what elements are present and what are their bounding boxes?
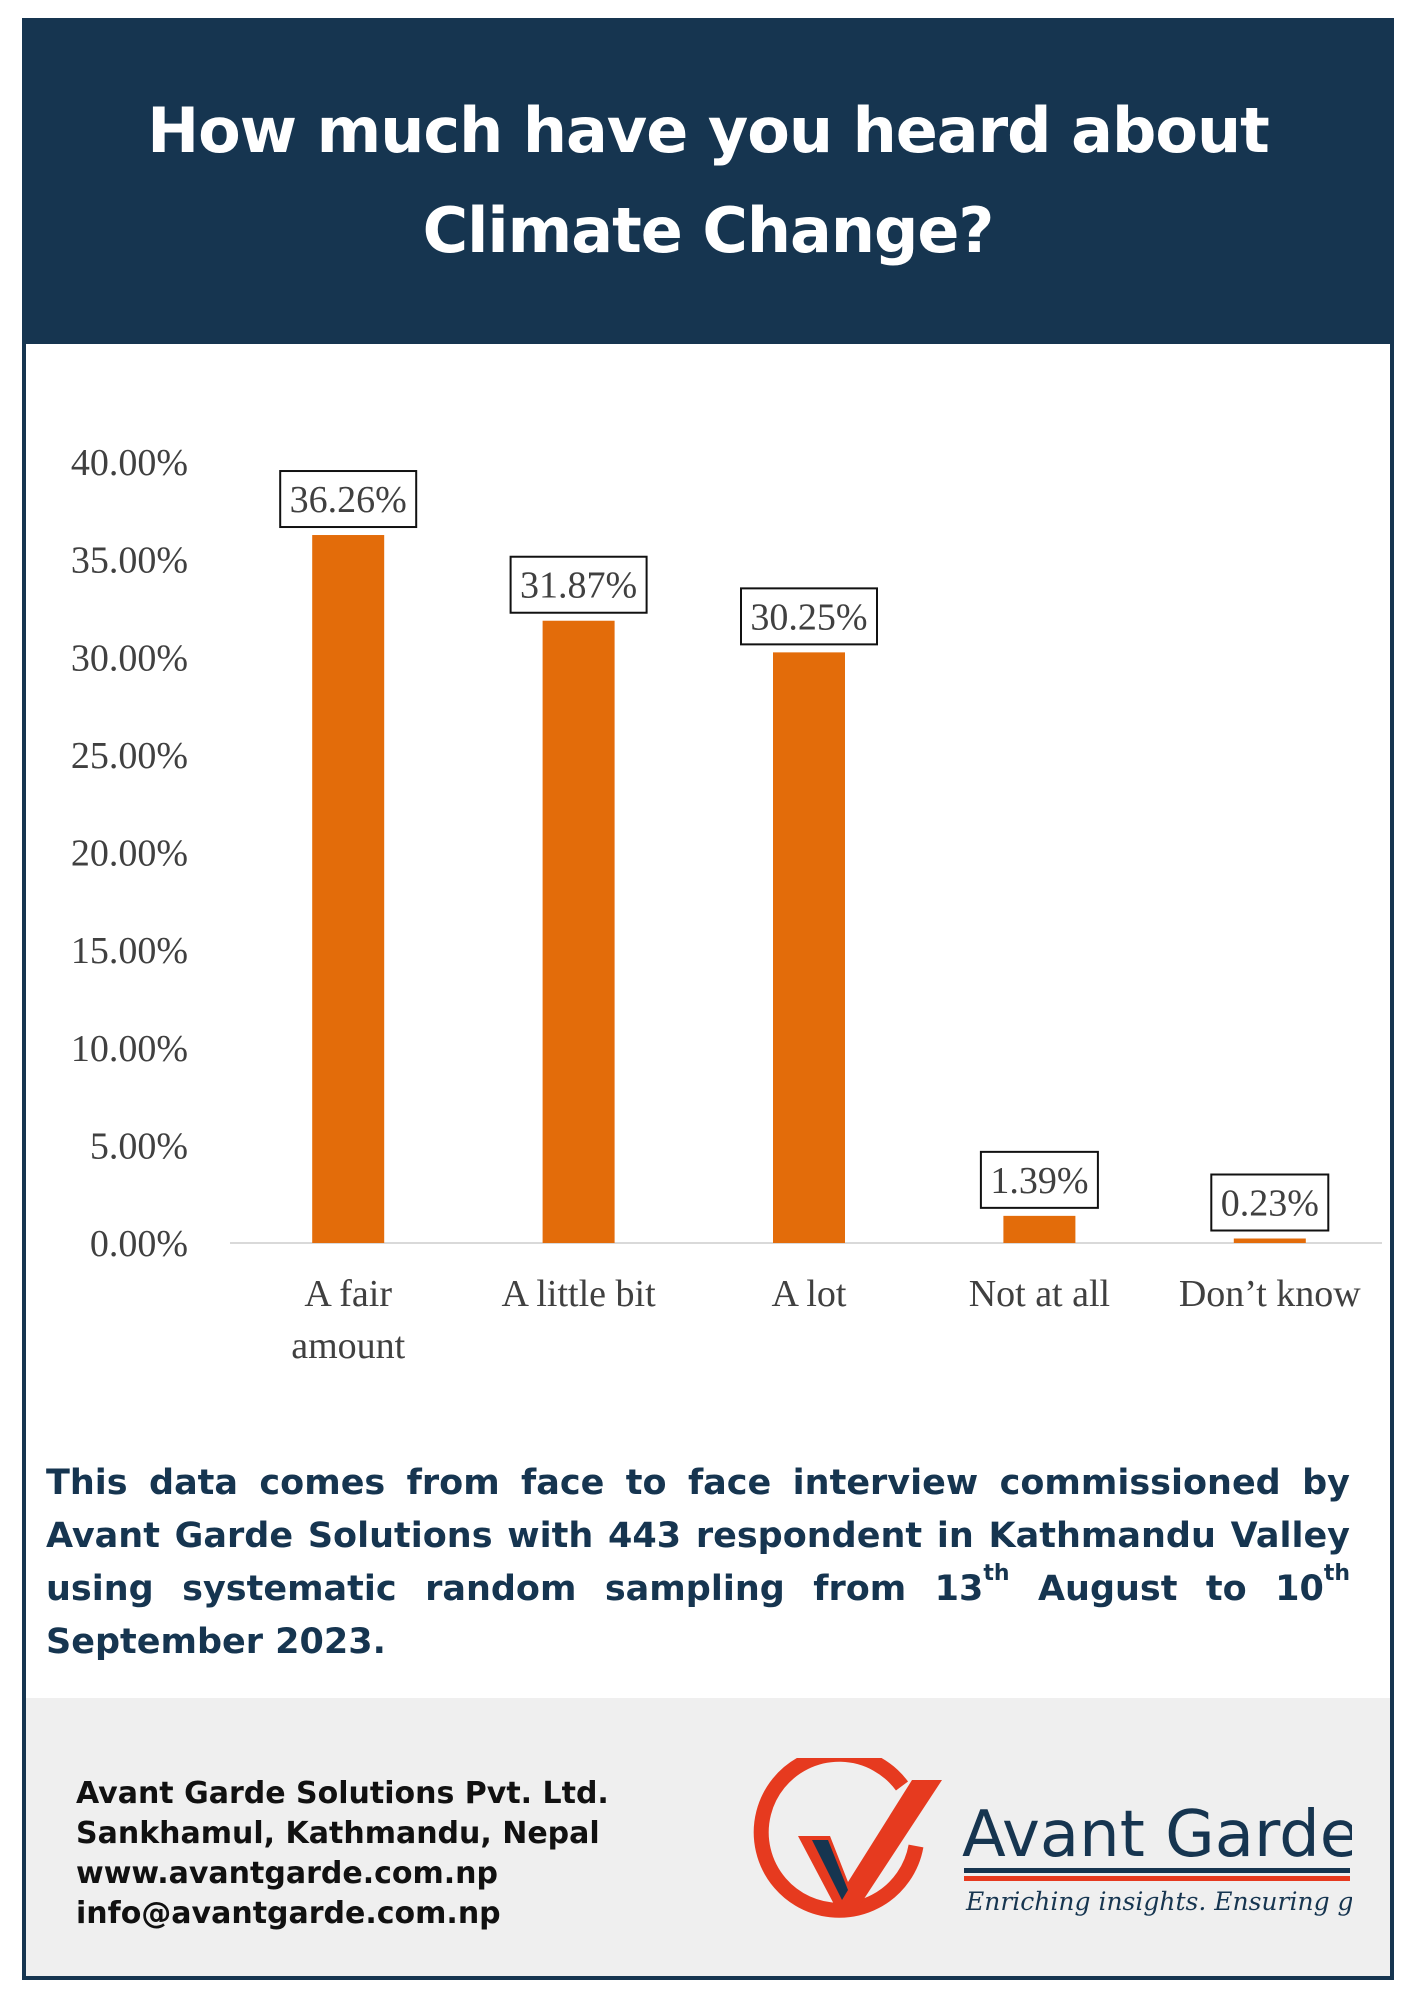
bar bbox=[1233, 1238, 1306, 1243]
data-label-box bbox=[979, 1150, 1099, 1209]
x-tick-label: amount bbox=[291, 1325, 405, 1367]
y-tick-label: 25.00% bbox=[71, 735, 188, 777]
data-label: 1.39% bbox=[990, 1160, 1088, 1202]
data-label: 0.23% bbox=[1221, 1183, 1319, 1225]
y-tick-label: 40.00% bbox=[71, 442, 188, 484]
y-tick-label: 0.00% bbox=[90, 1223, 188, 1265]
bar bbox=[1003, 1215, 1076, 1243]
y-tick-label: 35.00% bbox=[71, 540, 188, 582]
x-tick-label: Not at all bbox=[969, 1273, 1110, 1315]
x-tick-label: A lot bbox=[772, 1273, 847, 1315]
contact-block: Avant Garde Solutions Pvt. Ltd. Sankhamu… bbox=[76, 1774, 609, 1934]
y-tick-label: 30.00% bbox=[71, 637, 188, 679]
data-label: 31.87% bbox=[520, 565, 637, 607]
bar-chart: 0.00% 5.00% 10.00% 15.00% 20.00% 25.00% 30.00%… bbox=[71, 442, 1382, 1367]
y-tick-label: 15.00% bbox=[71, 930, 188, 972]
data-label-box bbox=[1210, 1173, 1330, 1232]
bar bbox=[312, 535, 385, 1243]
logo-rule-navy bbox=[964, 1868, 1350, 1873]
x-tick-label: Don’t know bbox=[1179, 1273, 1361, 1315]
title-line-2: Climate Change? bbox=[422, 194, 995, 267]
note-text-1: This data comes from face to face interv… bbox=[46, 1463, 1350, 1609]
note-text-2: August to 10 bbox=[1009, 1569, 1324, 1609]
email-link[interactable]: info@avantgarde.com.np bbox=[76, 1896, 501, 1931]
note-sup-1: th bbox=[983, 1561, 1010, 1586]
checkmark-logo-icon bbox=[753, 1758, 942, 1918]
data-label: 36.26% bbox=[290, 479, 407, 521]
note-sup-2: th bbox=[1323, 1561, 1350, 1586]
page-frame bbox=[22, 18, 1394, 1980]
x-tick-label: A fair bbox=[304, 1273, 392, 1315]
bar bbox=[542, 620, 615, 1243]
avant-garde-logo: Avant Garde Enriching insights. Ensuring… bbox=[753, 1758, 1352, 1918]
title-banner: How much have you heard about Climate Ch… bbox=[22, 18, 1394, 344]
bar bbox=[773, 652, 845, 1243]
company-address: Sankhamul, Kathmandu, Nepal bbox=[76, 1816, 600, 1851]
x-tick-label: A little bit bbox=[502, 1273, 657, 1315]
data-label-box bbox=[279, 470, 418, 529]
y-tick-label: 20.00% bbox=[71, 833, 188, 875]
page-title: How much have you heard about Climate Ch… bbox=[147, 81, 1269, 281]
footer: Avant Garde Solutions Pvt. Ltd. Sankhamu… bbox=[26, 1698, 1390, 1976]
y-tick-label: 10.00% bbox=[71, 1028, 188, 1070]
y-tick-label: 5.00% bbox=[90, 1125, 188, 1167]
website-link[interactable]: www.avantgarde.com.np bbox=[76, 1856, 498, 1891]
data-label: 30.25% bbox=[750, 596, 867, 638]
note-text-3: September 2023. bbox=[46, 1622, 386, 1662]
data-label-box bbox=[509, 555, 648, 614]
logo-wordmark: Avant Garde bbox=[962, 1798, 1352, 1872]
title-line-1: How much have you heard about bbox=[147, 94, 1269, 167]
logo-rule-red bbox=[964, 1876, 1350, 1881]
logo-tagline: Enriching insights. Ensuring growth. bbox=[965, 1887, 1352, 1916]
methodology-note: This data comes from face to face interv… bbox=[46, 1457, 1350, 1669]
company-name: Avant Garde Solutions Pvt. Ltd. bbox=[76, 1776, 609, 1811]
data-label-box bbox=[740, 587, 878, 646]
